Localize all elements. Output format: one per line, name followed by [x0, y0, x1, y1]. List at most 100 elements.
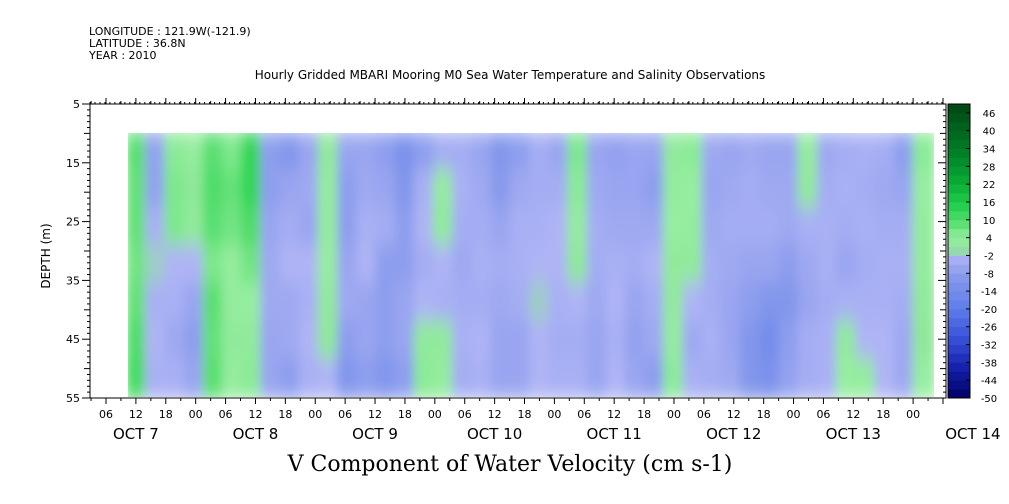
heat-cell [222, 358, 246, 397]
heat-cell [202, 320, 226, 363]
heat-cell [241, 133, 265, 174]
heat-cell [164, 244, 188, 287]
heat-cell [759, 169, 783, 211]
heat-cell [893, 320, 917, 363]
x-hour-label: 18 [398, 408, 412, 421]
heat-cell [145, 207, 169, 249]
heat-cell [663, 133, 687, 174]
heat-cell [605, 207, 629, 249]
heat-cell [874, 169, 898, 211]
heat-cell [490, 207, 514, 249]
heat-cell [145, 358, 169, 397]
heat-cell [164, 207, 188, 249]
heat-cell [836, 207, 860, 249]
heat-cell [644, 169, 668, 211]
heat-cell [471, 282, 495, 325]
heat-cell [337, 207, 361, 249]
colorbar-bin [948, 166, 970, 176]
heat-cell [567, 358, 591, 397]
heat-cell [317, 358, 342, 397]
heat-cell [356, 282, 380, 325]
heat-cell [567, 282, 591, 325]
heat-cell [145, 244, 169, 287]
heat-cell [586, 358, 610, 397]
heat-cell [912, 320, 934, 363]
heat-cell [548, 133, 572, 174]
heat-cell [529, 169, 553, 211]
heat-cell [337, 244, 361, 287]
heat-cell [778, 320, 802, 363]
colorbar-bin [948, 121, 970, 132]
heat-cell [586, 320, 610, 363]
heat-cell [260, 133, 284, 174]
colorbar-bin [948, 389, 970, 399]
heat-cell [625, 320, 649, 363]
heat-cell [778, 282, 802, 325]
colorbar-bin [948, 273, 970, 283]
heat-cell [701, 244, 725, 287]
x-hour-label: 18 [757, 408, 771, 421]
heat-cell [644, 358, 668, 397]
heat-cell [356, 244, 380, 287]
heat-cell [797, 244, 821, 287]
heat-cell [433, 169, 457, 211]
heat-cell [241, 169, 265, 211]
heat-cell [260, 244, 284, 287]
colorbar-label: 10 [983, 216, 996, 227]
heat-cell [128, 133, 150, 174]
heat-cell [778, 358, 802, 397]
heat-cell [222, 282, 246, 325]
heat-cell [836, 320, 860, 363]
colorbar-bin [948, 184, 970, 194]
heat-cell [298, 358, 322, 397]
heat-cell [433, 244, 457, 287]
heat-cell [625, 244, 649, 287]
heat-cell [222, 133, 246, 174]
x-hour-label: 06 [99, 408, 113, 421]
heat-cell [855, 133, 879, 174]
heat-cell [375, 244, 399, 287]
heat-cell [893, 244, 917, 287]
heat-cell [298, 244, 322, 287]
colorbar-bin [948, 246, 970, 256]
heat-cell [241, 320, 265, 363]
colorbar-bin [948, 291, 970, 301]
heat-cell [394, 282, 418, 325]
heat-cell [663, 358, 687, 397]
heat-cell [471, 169, 495, 211]
heat-cell [586, 244, 610, 287]
heat-cell [567, 320, 591, 363]
heat-cell [337, 282, 361, 325]
heat-cell [625, 282, 649, 325]
heat-cell [836, 358, 860, 397]
colorbar-bin [948, 264, 970, 274]
colorbar-label: -50 [981, 394, 997, 405]
colorbar-label: 46 [983, 109, 996, 120]
x-day-label: OCT 13 [826, 425, 881, 443]
colorbar-bin [948, 317, 970, 328]
heat-cell [586, 207, 610, 249]
heat-cell [222, 207, 246, 249]
heat-cell [490, 320, 514, 363]
heat-cell [375, 320, 399, 363]
y-tick-label: 45 [66, 333, 80, 346]
x-axis-title: V Component of Water Velocity (cm s-1) [287, 452, 733, 477]
heat-cell [128, 244, 150, 287]
heat-cell [222, 244, 246, 287]
heat-cell [128, 207, 150, 249]
colorbar-bin [948, 371, 970, 381]
heat-cell [356, 320, 380, 363]
heat-cell [529, 282, 553, 325]
heat-cell [128, 282, 150, 325]
heat-cell [855, 244, 879, 287]
heat-cell [260, 358, 284, 397]
heat-cell [586, 169, 610, 211]
heat-cell [394, 169, 418, 211]
heat-cell [317, 207, 342, 249]
heat-cell [701, 282, 725, 325]
x-hour-label: 18 [518, 408, 532, 421]
heat-cell [797, 133, 821, 174]
heat-cell [317, 169, 342, 211]
colorbar-bin [948, 130, 970, 141]
heat-cell [720, 320, 745, 363]
